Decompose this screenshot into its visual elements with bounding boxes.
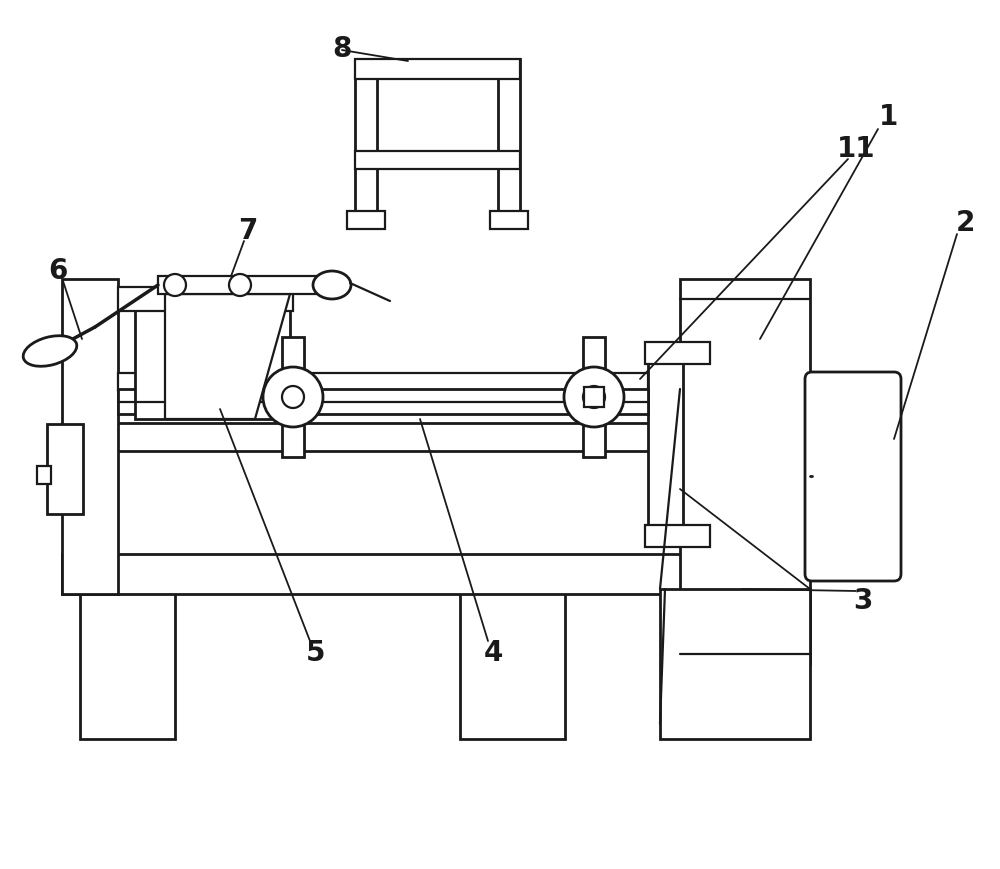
Ellipse shape — [23, 335, 77, 366]
Text: 5: 5 — [306, 639, 326, 667]
Bar — [355, 59, 520, 79]
Circle shape — [183, 367, 207, 391]
Text: 4: 4 — [483, 639, 503, 667]
Text: 1: 1 — [878, 103, 898, 131]
Bar — [118, 389, 648, 414]
Text: 7: 7 — [238, 217, 258, 245]
Bar — [37, 466, 51, 484]
Text: 11: 11 — [837, 135, 875, 163]
Bar — [660, 589, 810, 739]
Bar — [355, 59, 377, 221]
Bar — [645, 525, 710, 547]
Bar — [80, 589, 175, 739]
Bar — [282, 337, 304, 457]
Bar — [158, 276, 326, 294]
Bar — [62, 423, 762, 451]
Circle shape — [282, 386, 304, 408]
Bar — [62, 279, 118, 594]
Circle shape — [228, 367, 252, 391]
Text: 2: 2 — [955, 209, 975, 237]
Circle shape — [263, 367, 323, 427]
Text: 3: 3 — [853, 587, 873, 615]
Bar — [584, 387, 604, 407]
Bar — [355, 151, 520, 169]
Bar — [498, 59, 520, 221]
Bar — [347, 211, 385, 229]
Bar — [490, 211, 528, 229]
Polygon shape — [165, 294, 290, 419]
Circle shape — [583, 386, 605, 408]
Bar — [648, 359, 683, 544]
Bar — [645, 342, 710, 364]
Circle shape — [564, 367, 624, 427]
FancyBboxPatch shape — [805, 372, 901, 581]
Bar — [118, 287, 293, 311]
Circle shape — [164, 274, 186, 296]
Bar — [135, 299, 290, 419]
Bar — [583, 337, 605, 457]
Bar — [62, 554, 762, 594]
Bar — [680, 279, 810, 664]
Bar — [47, 424, 83, 514]
Circle shape — [229, 274, 251, 296]
Bar — [460, 589, 565, 739]
Ellipse shape — [313, 271, 351, 299]
Bar — [118, 373, 648, 391]
Text: 6: 6 — [48, 257, 68, 285]
Text: 8: 8 — [332, 35, 352, 63]
